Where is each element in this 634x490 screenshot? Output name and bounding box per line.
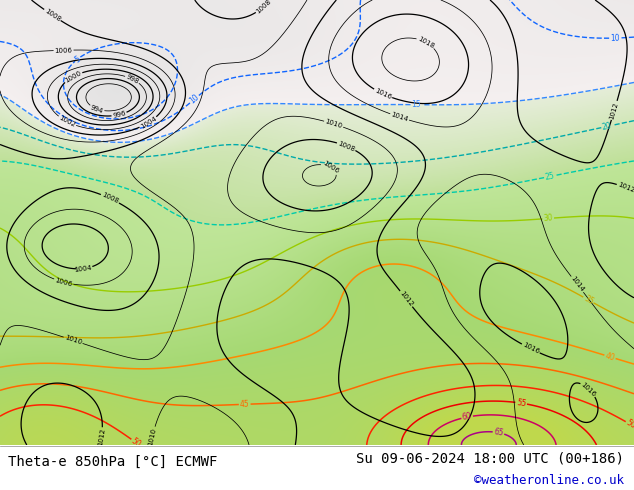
Text: 996: 996: [112, 110, 126, 119]
Text: 1008: 1008: [101, 192, 119, 205]
Text: 1012: 1012: [97, 428, 106, 446]
Text: 20: 20: [601, 121, 612, 132]
Text: 1016: 1016: [521, 342, 540, 355]
Text: 1006: 1006: [55, 47, 73, 53]
Text: 65: 65: [493, 427, 504, 438]
Text: 10: 10: [610, 33, 620, 43]
Text: 55: 55: [515, 398, 527, 408]
Text: 1018: 1018: [417, 35, 435, 49]
Text: 10: 10: [188, 93, 201, 106]
Text: 50: 50: [624, 418, 634, 431]
Text: 30: 30: [543, 214, 553, 223]
Text: 40: 40: [604, 351, 616, 363]
Text: 50: 50: [129, 436, 143, 449]
Text: 1016: 1016: [580, 381, 597, 397]
Text: 35: 35: [582, 294, 595, 306]
Text: 1010: 1010: [324, 119, 343, 129]
Text: 1012: 1012: [617, 182, 634, 194]
Text: 1010: 1010: [148, 427, 157, 446]
Text: 1004: 1004: [139, 115, 157, 130]
Text: 1008: 1008: [337, 140, 356, 152]
Text: 15: 15: [411, 100, 421, 109]
Text: Theta-e 850hPa [°C] ECMWF: Theta-e 850hPa [°C] ECMWF: [8, 455, 217, 469]
Text: 1012: 1012: [609, 101, 619, 120]
Text: 998: 998: [125, 74, 139, 85]
Text: 1010: 1010: [63, 335, 82, 346]
Text: 1002: 1002: [58, 115, 76, 128]
Text: ©weatheronline.co.uk: ©weatheronline.co.uk: [474, 473, 624, 487]
Text: 1014: 1014: [390, 111, 409, 123]
Text: 1014: 1014: [569, 275, 585, 293]
Text: 45: 45: [240, 400, 250, 409]
Text: 1000: 1000: [64, 70, 82, 84]
Text: 25: 25: [544, 171, 555, 182]
Text: 1006: 1006: [54, 277, 73, 287]
Text: 1006: 1006: [321, 160, 340, 174]
Text: Su 09-06-2024 18:00 UTC (00+186): Su 09-06-2024 18:00 UTC (00+186): [356, 451, 624, 466]
Text: 994: 994: [89, 104, 104, 114]
Text: 1004: 1004: [74, 265, 92, 273]
Text: 1008: 1008: [255, 0, 273, 15]
Text: 5: 5: [73, 54, 82, 64]
Text: 1016: 1016: [373, 87, 392, 100]
Text: 60: 60: [462, 412, 473, 422]
Text: 1012: 1012: [398, 290, 414, 308]
Text: 1008: 1008: [43, 8, 61, 23]
